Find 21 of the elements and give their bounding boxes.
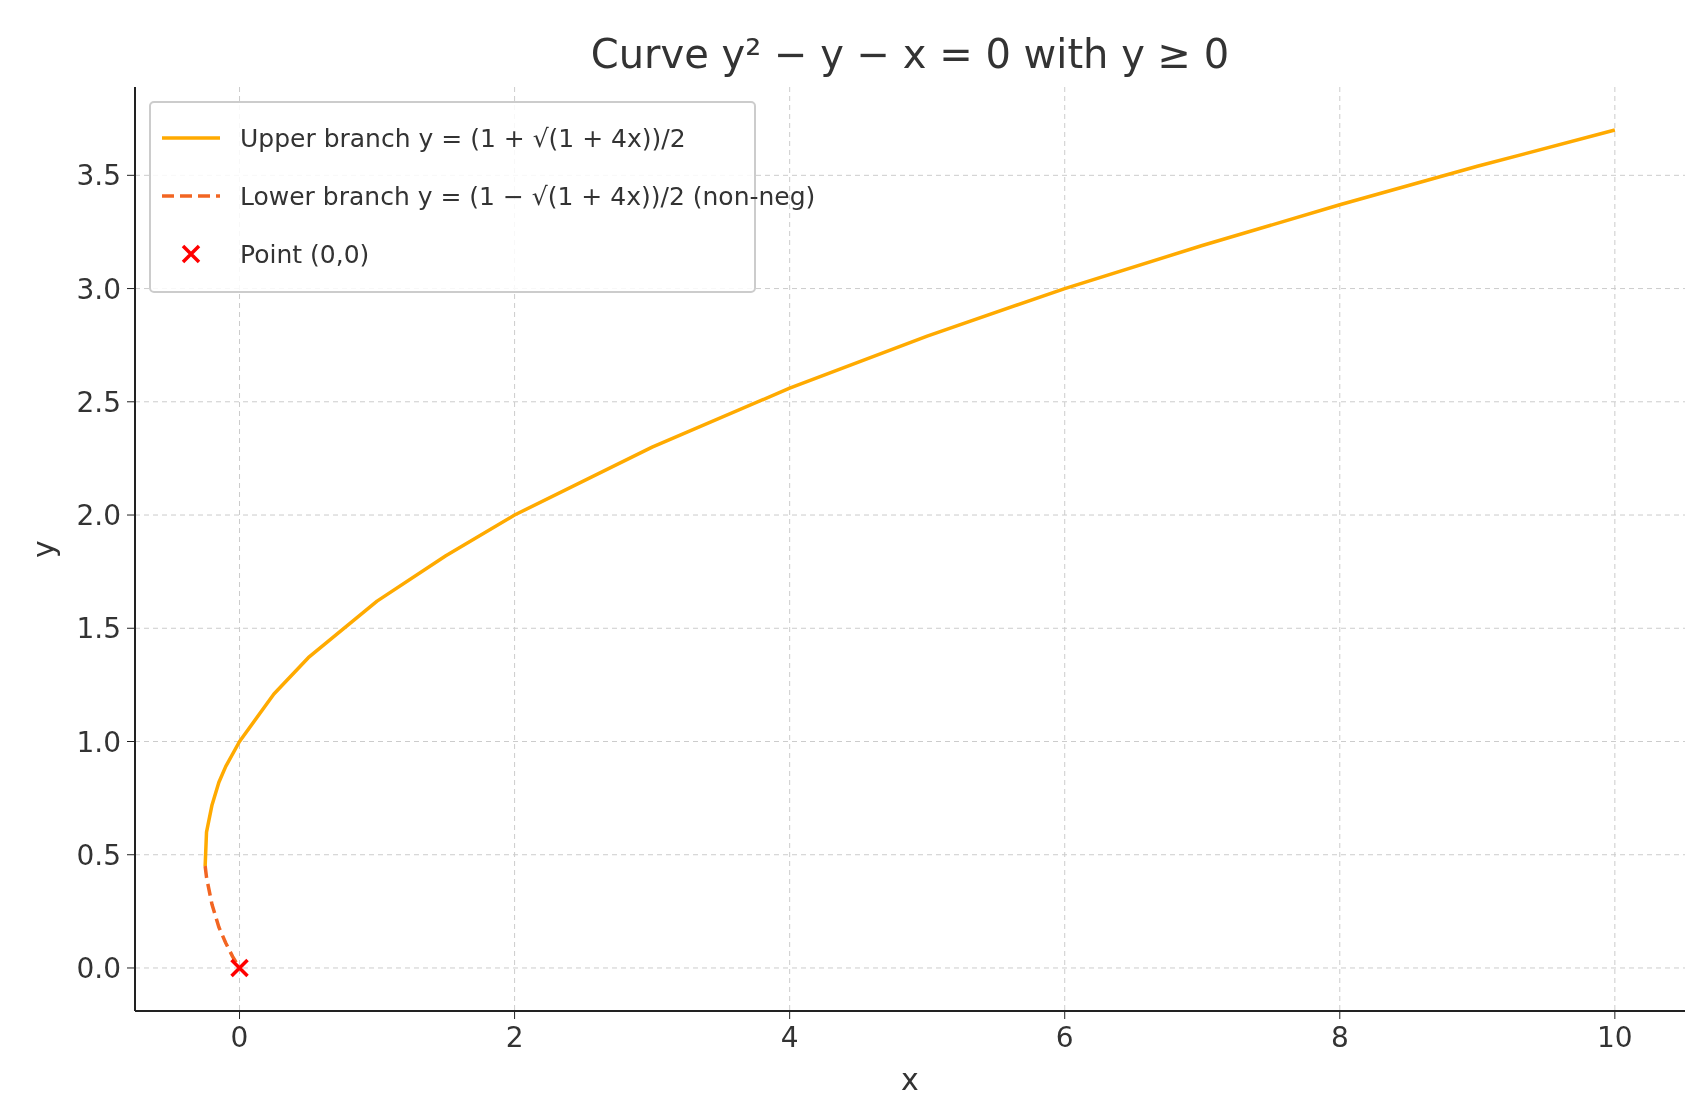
line-series: [203, 128, 1617, 868]
x-axis-title: x: [901, 1062, 919, 1097]
chart-title: Curve y² − y − x = 0 with y ≥ 0: [590, 31, 1230, 77]
y-tick-label: 2.5: [76, 385, 121, 419]
y-tick-label: 3.5: [76, 159, 121, 193]
legend-label: Lower branch y = (1 − √(1 + 4x))/2 (non-neg): [240, 182, 816, 211]
x-tick-label: 10: [1597, 1021, 1633, 1054]
x-tick-label: 2: [505, 1021, 524, 1054]
y-tick-label: 3.0: [76, 272, 121, 306]
y-tick-label: 1.5: [76, 612, 121, 646]
x-tick-label: 4: [780, 1021, 799, 1054]
x-tick-label: 6: [1055, 1021, 1074, 1054]
y-tick-label: 1.0: [76, 725, 121, 759]
y-tick-label: 2.0: [76, 499, 121, 533]
legend-label: Upper branch y = (1 + √(1 + 4x))/2: [240, 124, 686, 153]
y-tick-label: 0.0: [76, 951, 121, 985]
x-tick-label: 8: [1330, 1021, 1349, 1054]
y-axis-title: y: [26, 540, 61, 558]
legend-label: Point (0,0): [240, 240, 370, 269]
x-tick-label: 0: [230, 1021, 249, 1054]
y-tick-label: 0.5: [76, 838, 121, 872]
